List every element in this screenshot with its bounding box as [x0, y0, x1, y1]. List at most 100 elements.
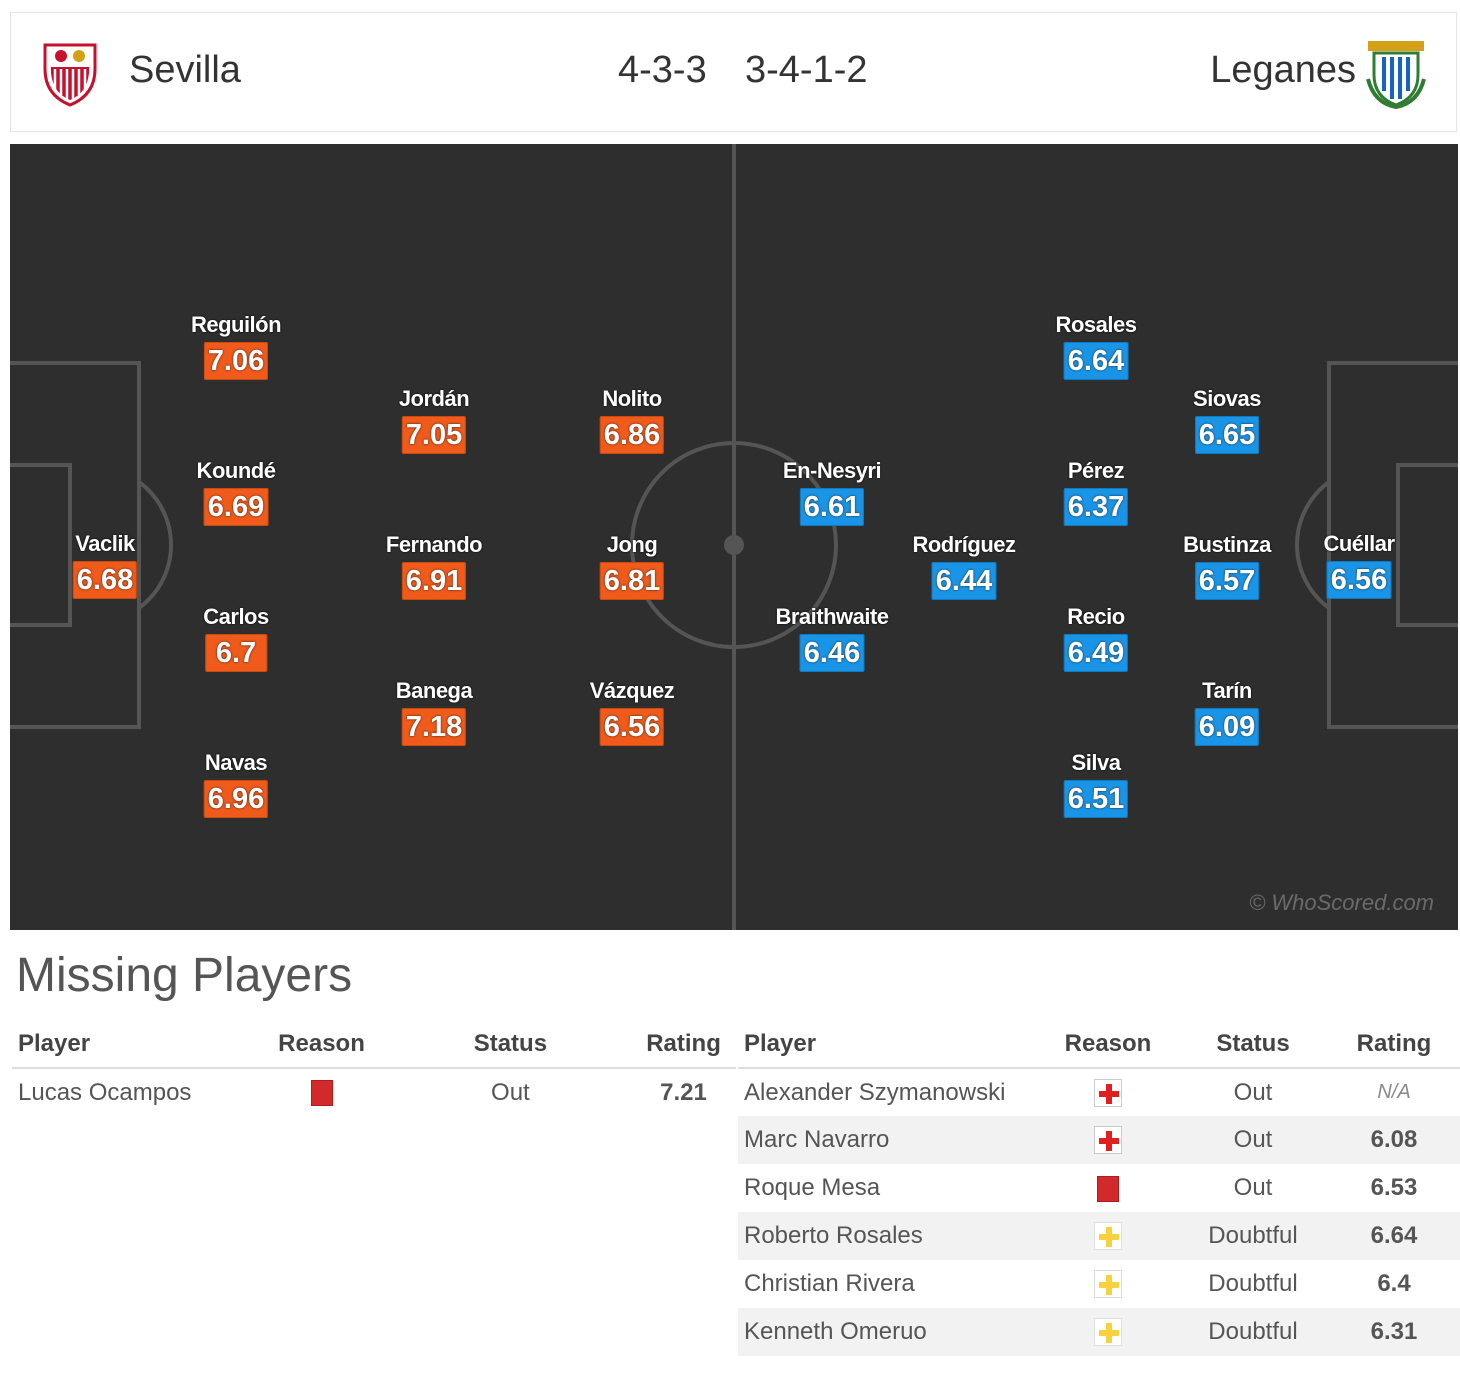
- player-name[interactable]: Vaclik: [75, 531, 135, 556]
- missing-rating: N/A: [1377, 1081, 1411, 1103]
- injury-cross-icon: [1094, 1126, 1122, 1155]
- missing-reason: [1038, 1164, 1178, 1212]
- missing-status: Out: [1233, 1174, 1273, 1201]
- home-team-name[interactable]: Sevilla: [129, 49, 241, 91]
- home-player[interactable]: Fernando 6.91: [385, 532, 483, 600]
- missing-status: Out: [1178, 1116, 1328, 1164]
- player-rating-badge: 6.37: [1063, 488, 1129, 526]
- player-name[interactable]: Fernando: [385, 532, 483, 557]
- missing-status: Doubtful: [1178, 1212, 1328, 1260]
- table-row: Marc Navarro Out 6.08: [738, 1116, 1460, 1164]
- away-team-name[interactable]: Leganes: [1210, 49, 1356, 91]
- player-rating-badge: 6.86: [599, 416, 665, 454]
- player-rating-badge: 6.96: [203, 780, 269, 818]
- missing-status: Out: [1233, 1078, 1273, 1106]
- away-player[interactable]: Siovas 6.65: [1193, 386, 1261, 454]
- away-player[interactable]: Silva 6.51: [1063, 750, 1129, 818]
- away-missing-table: Player Reason Status Rating Alexander Sz…: [738, 1020, 1460, 1356]
- column-header-reason: Reason: [1038, 1020, 1178, 1069]
- player-rating-badge: 6.68: [72, 561, 138, 599]
- away-player[interactable]: Rosales 6.64: [1056, 312, 1137, 380]
- home-player[interactable]: Banega 7.18: [395, 678, 473, 746]
- home-player[interactable]: Vaclik 6.68: [72, 531, 138, 599]
- player-rating-badge: 6.61: [799, 488, 865, 526]
- player-name[interactable]: Tarín: [1202, 678, 1252, 703]
- missing-player-name[interactable]: Marc Navarro: [738, 1116, 1038, 1164]
- player-name[interactable]: Jong: [606, 532, 658, 557]
- home-player[interactable]: Navas 6.96: [203, 750, 269, 818]
- player-rating-badge: 6.49: [1063, 634, 1129, 672]
- away-player[interactable]: Rodríguez 6.44: [912, 532, 1016, 600]
- away-player[interactable]: Cuéllar 6.56: [1323, 531, 1395, 599]
- missing-rating: 6.4: [1377, 1270, 1411, 1297]
- table-row: Lucas Ocampos Out 7.21: [12, 1068, 736, 1116]
- column-header-status: Status: [1178, 1020, 1328, 1069]
- missing-rating: 6.64: [1328, 1212, 1460, 1260]
- missing-status: Out: [491, 1078, 530, 1106]
- player-name[interactable]: En-Nesyri: [782, 458, 882, 483]
- home-player[interactable]: Jong 6.81: [599, 532, 665, 600]
- table-header-row: Player Reason Status Rating: [738, 1020, 1460, 1069]
- player-name[interactable]: Braithwaite: [775, 604, 889, 629]
- player-name[interactable]: Koundé: [196, 458, 276, 483]
- away-player[interactable]: Pérez 6.37: [1063, 458, 1129, 526]
- player-name[interactable]: Pérez: [1067, 458, 1125, 483]
- player-name[interactable]: Rosales: [1055, 312, 1137, 337]
- player-name[interactable]: Silva: [1071, 750, 1121, 775]
- table-row: Kenneth Omeruo Doubtful 6.31: [738, 1308, 1460, 1356]
- missing-players-title: Missing Players: [16, 949, 353, 1002]
- watermark: © WhoScored.com: [1249, 890, 1434, 915]
- player-rating-badge: 6.64: [1063, 342, 1129, 380]
- player-name[interactable]: Nolito: [602, 386, 662, 411]
- player-name[interactable]: Carlos: [203, 604, 269, 629]
- player-rating-badge: 6.56: [1326, 561, 1392, 599]
- player-name[interactable]: Cuéllar: [1323, 531, 1395, 556]
- player-rating-badge: 7.05: [401, 416, 467, 454]
- home-player[interactable]: Vázquez 6.56: [590, 678, 675, 746]
- missing-reason: [1038, 1260, 1178, 1308]
- player-rating-badge: 6.51: [1063, 780, 1129, 818]
- missing-player-name[interactable]: Christian Rivera: [744, 1270, 915, 1297]
- home-player[interactable]: Carlos 6.7: [203, 604, 269, 672]
- player-name[interactable]: Jordán: [398, 386, 470, 411]
- away-player[interactable]: Recio 6.49: [1063, 604, 1129, 672]
- red-card-icon: [310, 1080, 333, 1107]
- away-player[interactable]: Tarín 6.09: [1194, 678, 1260, 746]
- player-name[interactable]: Navas: [204, 750, 268, 775]
- home-player[interactable]: Koundé 6.69: [197, 458, 276, 526]
- missing-status: Doubtful: [1178, 1308, 1328, 1356]
- player-rating-badge: 6.81: [599, 562, 665, 600]
- doubtful-cross-icon: [1094, 1318, 1122, 1347]
- player-name[interactable]: Bustinza: [1183, 532, 1271, 557]
- missing-reason: [1038, 1068, 1178, 1116]
- player-name[interactable]: Siovas: [1193, 386, 1261, 411]
- missing-reason: [1038, 1116, 1178, 1164]
- player-name[interactable]: Rodríguez: [912, 532, 1016, 557]
- away-formation: 3-4-1-2: [745, 49, 868, 91]
- missing-player-name[interactable]: Roberto Rosales: [738, 1212, 1038, 1260]
- home-player[interactable]: Reguilón 7.06: [190, 312, 282, 380]
- player-rating-badge: 6.46: [799, 634, 865, 672]
- missing-reason: [1038, 1308, 1178, 1356]
- player-name[interactable]: Banega: [395, 678, 473, 703]
- missing-rating: 7.21: [660, 1078, 707, 1106]
- missing-player-name[interactable]: Alexander Szymanowski: [744, 1078, 1006, 1106]
- player-name[interactable]: Vázquez: [589, 678, 675, 703]
- player-rating-badge: 6.91: [401, 562, 467, 600]
- home-player[interactable]: Nolito 6.86: [599, 386, 665, 454]
- home-missing-table: Player Reason Status Rating Lucas Ocampo…: [12, 1020, 736, 1116]
- home-player[interactable]: Jordán 7.05: [398, 386, 470, 454]
- missing-player-name[interactable]: Kenneth Omeruo: [738, 1308, 1038, 1356]
- pitch: Vaclik 6.68 Reguilón 7.06 Koundé 6.69 Carlos 6.…: [10, 144, 1458, 930]
- away-player[interactable]: En-Nesyri 6.61: [782, 458, 882, 526]
- sevilla-crest-icon: [43, 43, 97, 107]
- doubtful-cross-icon: [1094, 1222, 1122, 1251]
- player-name[interactable]: Recio: [1067, 604, 1125, 629]
- away-player[interactable]: Braithwaite 6.46: [775, 604, 889, 672]
- missing-player-name[interactable]: Roque Mesa: [744, 1174, 881, 1201]
- leganes-crest-icon: [1366, 41, 1426, 109]
- away-player[interactable]: Bustinza 6.57: [1183, 532, 1271, 600]
- player-rating-badge: 6.57: [1194, 562, 1260, 600]
- player-name[interactable]: Reguilón: [190, 312, 282, 337]
- missing-player-name[interactable]: Lucas Ocampos: [18, 1078, 192, 1106]
